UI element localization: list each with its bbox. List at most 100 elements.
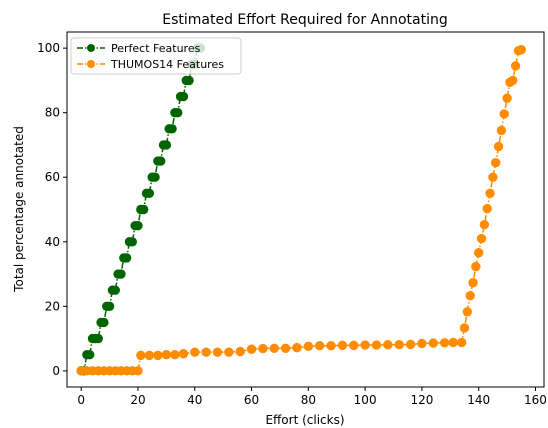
x-tick-label: 80	[301, 393, 316, 407]
y-tick-label: 20	[45, 299, 60, 313]
x-tick-label: 40	[187, 393, 202, 407]
data-point	[474, 248, 484, 258]
y-tick-label: 60	[45, 170, 60, 184]
data-point	[150, 172, 160, 182]
y-tick-label: 40	[45, 235, 60, 249]
y-tick-label: 0	[52, 364, 60, 378]
legend-label: Perfect Features	[111, 42, 201, 55]
data-point	[190, 347, 200, 357]
data-point	[133, 366, 143, 376]
data-point	[133, 220, 143, 231]
data-point	[170, 350, 180, 360]
data-point	[383, 340, 393, 350]
data-point	[491, 158, 501, 168]
chart-title: Estimated Effort Required for Annotating	[162, 12, 447, 28]
data-point	[201, 347, 211, 357]
data-point	[156, 156, 166, 166]
data-point	[510, 61, 521, 71]
data-point	[349, 340, 359, 351]
x-tick-label: 100	[354, 393, 377, 407]
data-point	[269, 343, 279, 353]
legend-item: Perfect Features	[77, 42, 201, 55]
x-tick-label: 120	[410, 393, 433, 407]
data-point	[167, 124, 177, 134]
data-point	[246, 344, 257, 354]
series-line	[81, 49, 522, 372]
data-point	[173, 107, 183, 118]
y-axis-label: Total percentage annotated	[12, 126, 26, 293]
data-point	[417, 338, 427, 349]
legend-label: THUMOS14 Features	[110, 58, 224, 71]
data-point	[516, 45, 526, 55]
data-point	[499, 109, 509, 119]
data-point	[471, 261, 481, 272]
data-point	[136, 350, 146, 361]
x-tick-label: 20	[130, 393, 145, 407]
data-point	[235, 346, 245, 357]
data-point	[502, 93, 512, 103]
data-point	[184, 75, 194, 86]
data-point	[121, 253, 132, 263]
data-point	[508, 75, 518, 86]
data-point	[405, 339, 416, 350]
data-point	[456, 337, 467, 348]
data-point	[144, 188, 155, 199]
legend-marker	[87, 60, 95, 68]
data-point	[360, 340, 370, 350]
data-point	[488, 172, 498, 182]
x-tick-label: 0	[77, 393, 85, 407]
series-1	[76, 45, 526, 376]
data-point	[127, 237, 138, 247]
data-point	[85, 350, 95, 360]
data-point	[337, 340, 348, 351]
data-point	[303, 341, 314, 352]
data-point	[326, 340, 336, 351]
x-tick-label: 60	[244, 393, 259, 407]
data-point	[465, 290, 475, 301]
y-axis-ticks: 0 20 40 60 80 100	[37, 41, 67, 378]
data-point	[161, 140, 172, 150]
legend-box	[70, 37, 242, 75]
data-point	[371, 340, 382, 350]
data-point	[476, 233, 487, 244]
data-point	[482, 203, 492, 214]
data-point	[224, 347, 234, 357]
data-point	[394, 340, 404, 350]
data-point	[496, 125, 507, 136]
data-point	[178, 349, 189, 359]
y-tick-label: 100	[37, 41, 60, 55]
data-point	[138, 204, 149, 215]
data-point	[116, 269, 126, 279]
data-point	[485, 188, 495, 199]
data-point	[462, 307, 473, 317]
data-point	[161, 350, 172, 360]
data-point	[93, 333, 103, 344]
x-tick-label: 140	[467, 393, 490, 407]
data-point	[428, 338, 438, 348]
data-point	[258, 343, 268, 354]
data-point	[153, 350, 163, 361]
data-point	[459, 323, 470, 333]
data-point	[292, 342, 302, 353]
y-tick-label: 80	[45, 106, 60, 120]
data-point	[479, 219, 490, 230]
x-tick-label: 160	[524, 393, 547, 407]
plot-frame	[66, 31, 545, 388]
data-point	[178, 91, 189, 102]
data-point	[104, 301, 115, 312]
legend-items: Perfect Features THUMOS14 Features	[77, 42, 224, 71]
data-point	[212, 347, 223, 357]
x-axis-label: Effort (clicks)	[265, 413, 344, 427]
data-point	[468, 278, 478, 288]
data-point	[144, 350, 155, 361]
data-point	[493, 141, 504, 152]
legend: Perfect Features THUMOS14 Features	[70, 37, 242, 75]
legend-item: THUMOS14 Features	[77, 58, 224, 71]
data-point	[110, 285, 120, 295]
legend-marker	[87, 44, 95, 52]
data-point	[99, 317, 109, 328]
data-point	[448, 337, 458, 348]
x-axis-ticks: 0 20 40 60 80 100 120 140 160	[77, 387, 547, 407]
data-point	[439, 338, 450, 348]
